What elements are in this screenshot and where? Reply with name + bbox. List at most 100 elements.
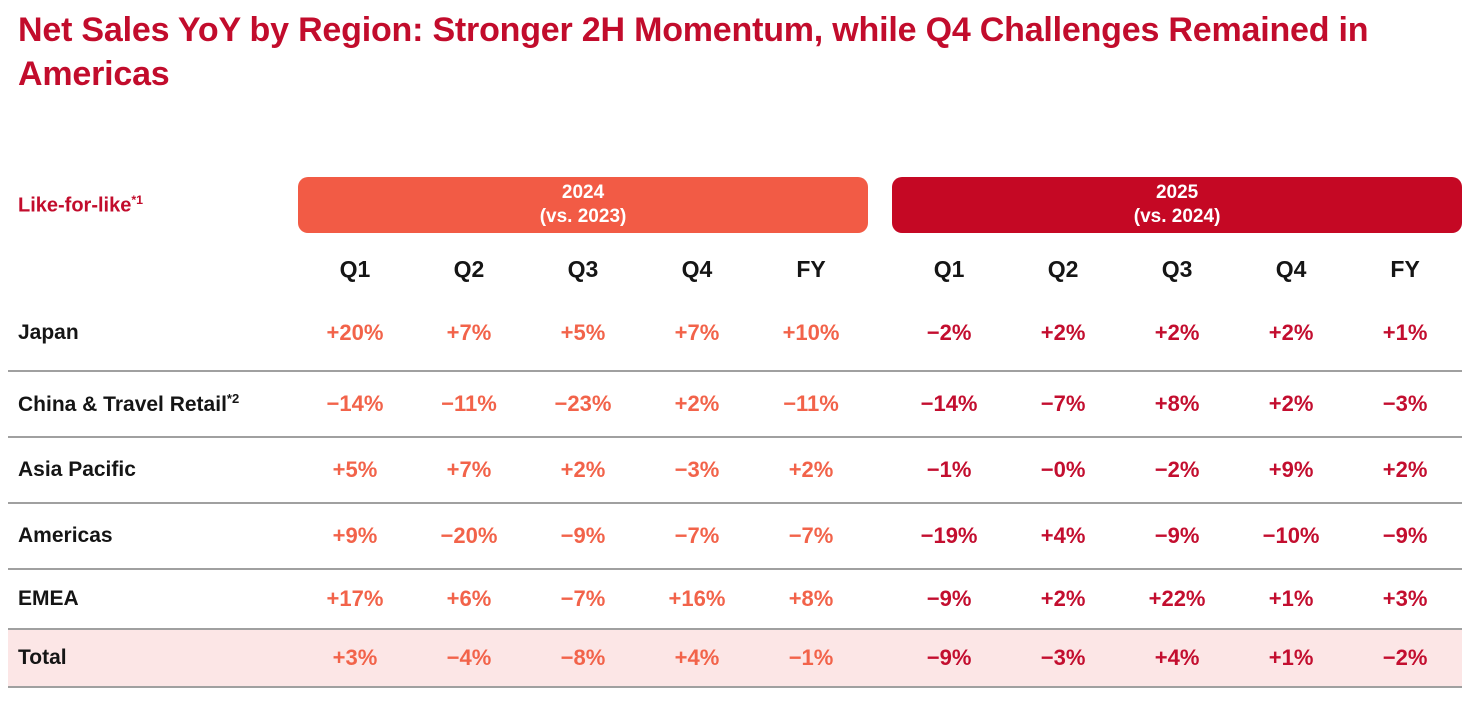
row-label-cell: China & Travel Retail*2 bbox=[8, 371, 298, 437]
quarter-header-row: Q1 Q2 Q3 Q4 FY Q1 Q2 Q3 Q4 FY bbox=[8, 233, 1462, 295]
quarter-header-2024-fy: FY bbox=[796, 255, 826, 282]
value-2024-q1: +3% bbox=[332, 645, 378, 670]
table-row-emea: EMEA +17% +6% −7% +16% +8% −9% +2% +22% +1% +3% bbox=[8, 569, 1463, 629]
quarter-header-spacer bbox=[8, 233, 298, 295]
yoy-table: Like-for-like*1 2024 (vs. 2023) 2025 (vs… bbox=[8, 177, 1463, 688]
value-2025-q3: −2% bbox=[1154, 457, 1200, 482]
value-2025-q1: −9% bbox=[926, 645, 972, 670]
like-for-like-footnote-marker: *1 bbox=[131, 192, 144, 207]
band-2025-year: 2025 bbox=[1155, 182, 1199, 203]
row-gap-cell bbox=[868, 371, 892, 437]
row-label-cell: Americas bbox=[8, 503, 298, 569]
value-2025-q3: +2% bbox=[1154, 319, 1200, 345]
value-2025-q1: −2% bbox=[926, 319, 972, 345]
value-2024-fy: −1% bbox=[788, 645, 834, 670]
table-row-americas: Americas +9% −20% −9% −7% −7% −19% +4% −9% −10% −9… bbox=[8, 503, 1463, 569]
value-2025-q3: +8% bbox=[1154, 391, 1200, 416]
row-label-cell: Japan bbox=[8, 295, 298, 371]
band-gap bbox=[868, 177, 892, 233]
value-2024-q2: −20% bbox=[440, 523, 498, 548]
row-label-cell: EMEA bbox=[8, 569, 298, 629]
value-2024-q2: +7% bbox=[446, 319, 492, 345]
value-2024-q2: +7% bbox=[446, 457, 492, 482]
row-label: China & Travel Retail*2 bbox=[18, 391, 240, 416]
value-2025-q4: +1% bbox=[1268, 645, 1314, 670]
value-2025-fy: −9% bbox=[1382, 523, 1428, 548]
value-2025-q1: −19% bbox=[920, 523, 978, 548]
quarter-header-gap bbox=[868, 233, 892, 295]
value-2024-fy: +10% bbox=[782, 319, 840, 345]
row-gap-cell bbox=[868, 629, 892, 687]
value-2024-q1: +20% bbox=[326, 319, 384, 345]
quarter-header-2025-fy: FY bbox=[1390, 255, 1420, 282]
value-2025-q3: +4% bbox=[1154, 645, 1200, 670]
value-2025-q2: +2% bbox=[1040, 319, 1086, 345]
value-2024-q2: +6% bbox=[446, 586, 492, 611]
period-band-2025: 2025 (vs. 2024) bbox=[892, 177, 1463, 233]
value-2025-q2: +4% bbox=[1040, 523, 1086, 548]
value-2025-q3: +22% bbox=[1148, 586, 1206, 611]
value-2025-q4: +2% bbox=[1268, 319, 1314, 345]
value-2025-q4: +2% bbox=[1268, 391, 1314, 416]
quarter-header-2025-q1: Q1 bbox=[933, 255, 965, 282]
quarter-header-2024-q4: Q4 bbox=[681, 255, 713, 282]
value-2025-q4: +1% bbox=[1268, 586, 1314, 611]
value-2025-q4: −10% bbox=[1262, 523, 1320, 548]
value-2025-q2: −3% bbox=[1040, 645, 1086, 670]
row-label: Asia Pacific bbox=[18, 458, 136, 481]
value-2024-q1: +5% bbox=[332, 457, 378, 482]
value-2025-fy: +2% bbox=[1382, 457, 1428, 482]
value-2025-q2: −7% bbox=[1040, 391, 1086, 416]
value-2025-q4: +9% bbox=[1268, 457, 1314, 482]
table-row-japan: Japan +20% +7% +5% +7% +10% −2% +2% +2% +2% +1% bbox=[8, 295, 1462, 371]
quarter-header-2025-q2: Q2 bbox=[1047, 255, 1079, 282]
value-2024-q1: −14% bbox=[326, 391, 384, 416]
value-2024-q4: −7% bbox=[674, 523, 720, 548]
row-gap-cell bbox=[868, 437, 892, 503]
row-label: Americas bbox=[18, 524, 113, 547]
quarter-header-2025-q4: Q4 bbox=[1275, 255, 1307, 282]
row-label: EMEA bbox=[18, 587, 79, 610]
quarter-header-2024-q2: Q2 bbox=[453, 255, 485, 282]
table-row-asia-pacific: Asia Pacific +5% +7% +2% −3% +2% −1% −0% −2% +9% +… bbox=[8, 437, 1463, 503]
value-2024-q2: −11% bbox=[441, 391, 497, 416]
value-2024-q3: −23% bbox=[554, 391, 612, 416]
band-2025-vs: (vs. 2024) bbox=[1133, 206, 1221, 227]
quarter-header-2024-q3: Q3 bbox=[567, 255, 599, 282]
row-gap-cell bbox=[868, 503, 892, 569]
value-2025-q1: −9% bbox=[926, 586, 972, 611]
period-band-row: Like-for-like*1 2024 (vs. 2023) 2025 (vs… bbox=[8, 177, 1463, 233]
value-2024-fy: −7% bbox=[788, 523, 834, 548]
value-2024-q4: +16% bbox=[668, 586, 726, 611]
value-2025-fy: +3% bbox=[1382, 586, 1428, 611]
quarter-header-2025-q3: Q3 bbox=[1161, 255, 1193, 282]
value-2024-fy: +8% bbox=[788, 586, 834, 611]
value-2025-fy: −3% bbox=[1382, 391, 1428, 416]
table-row-total: Total +3% −4% −8% +4% −1% −9% −3% +4% +1% −2% bbox=[8, 629, 1463, 687]
value-2024-q3: −9% bbox=[560, 523, 606, 548]
page-title: Net Sales YoY by Region: Stronger 2H Mom… bbox=[18, 11, 1369, 93]
value-2024-q3: +2% bbox=[560, 457, 606, 482]
row-label: Japan bbox=[18, 320, 79, 344]
row-label-footnote-marker: *2 bbox=[226, 391, 240, 406]
value-2024-q4: −3% bbox=[674, 457, 720, 482]
row-gap-cell bbox=[868, 295, 892, 371]
value-2025-fy: +1% bbox=[1382, 319, 1428, 345]
row-label: Total bbox=[18, 646, 67, 669]
value-2024-q4: +2% bbox=[674, 391, 720, 416]
row-label-cell: Asia Pacific bbox=[8, 437, 298, 503]
value-2024-q2: −4% bbox=[446, 645, 492, 670]
value-2024-q3: −7% bbox=[560, 586, 606, 611]
row-gap-cell bbox=[868, 569, 892, 629]
value-2024-fy: +2% bbox=[788, 457, 834, 482]
value-2025-q2: −0% bbox=[1040, 457, 1086, 482]
value-2025-fy: −2% bbox=[1382, 645, 1428, 670]
value-2024-q3: +5% bbox=[560, 319, 606, 345]
value-2024-q4: +4% bbox=[674, 645, 720, 670]
value-2024-q1: +9% bbox=[332, 523, 378, 548]
value-2025-q1: −14% bbox=[920, 391, 978, 416]
like-for-like-label: Like-for-like*1 bbox=[8, 193, 298, 218]
value-2025-q1: −1% bbox=[926, 457, 972, 482]
period-band-2024: 2024 (vs. 2023) bbox=[298, 177, 869, 233]
